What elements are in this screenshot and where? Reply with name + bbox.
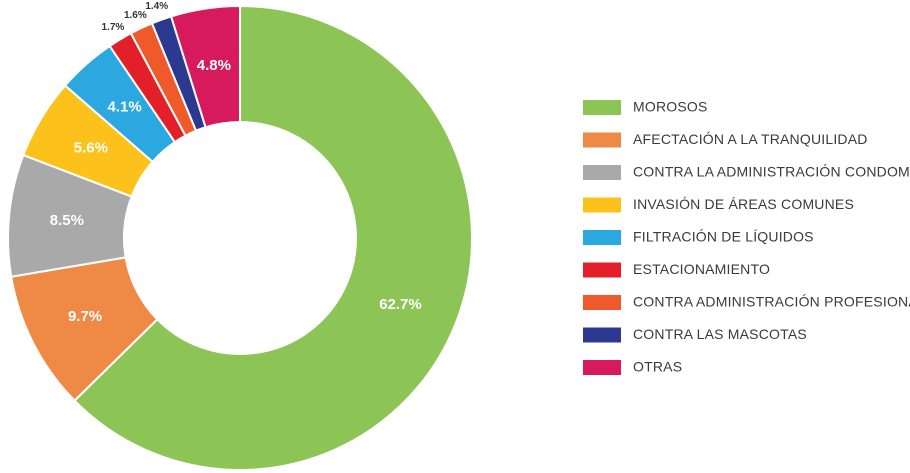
slice-label: 4.1% bbox=[108, 99, 142, 116]
legend-swatch bbox=[583, 230, 621, 245]
donut-slice bbox=[169, 4, 241, 129]
legend-text: FILTRACIÓN DE LÍQUIDOS bbox=[633, 229, 814, 245]
legend-text: CONTRA LAS MASCOTAS bbox=[633, 326, 807, 342]
legend-text: OTRAS bbox=[633, 359, 682, 375]
donut-slice bbox=[73, 4, 473, 471]
legend-swatch bbox=[583, 295, 621, 310]
slice-label: 1.4% bbox=[145, 1, 168, 12]
slice-label: 5.6% bbox=[74, 139, 108, 156]
legend-swatch bbox=[583, 197, 621, 213]
slice-label: 1.6% bbox=[124, 10, 147, 21]
legend-swatch bbox=[583, 132, 621, 148]
slice-label: 62.7% bbox=[379, 296, 422, 313]
legend-text: CONTRA ADMINISTRACIÓN PROFESIONAL bbox=[633, 294, 910, 310]
slice-label: 8.5% bbox=[50, 212, 84, 229]
legend-swatch bbox=[583, 165, 621, 180]
slice-label: 9.7% bbox=[68, 308, 102, 325]
legend-text: ESTACIONAMIENTO bbox=[633, 261, 770, 277]
slice-label: 4.8% bbox=[197, 57, 231, 74]
legend-text: CONTRA LA ADMINISTRACIÓN CONDOMINAL bbox=[633, 164, 910, 180]
legend-text: MOROSOS bbox=[633, 99, 708, 115]
legend-swatch bbox=[583, 100, 621, 115]
legend-swatch bbox=[583, 327, 621, 343]
legend-swatch bbox=[583, 360, 621, 375]
slice-label: 1.7% bbox=[102, 22, 125, 33]
legend-swatch bbox=[583, 262, 621, 278]
legend-text: INVASIÓN DE ÁREAS COMUNES bbox=[633, 196, 854, 212]
legend-text: AFECTACIÓN A LA TRANQUILIDAD bbox=[633, 131, 868, 147]
